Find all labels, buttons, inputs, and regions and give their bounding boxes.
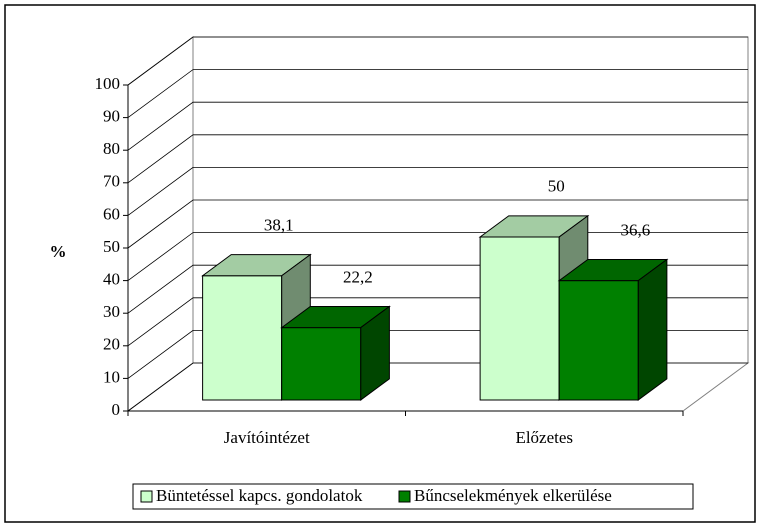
bar [280, 305, 391, 401]
data-label: 36,6 [620, 220, 650, 239]
bar [557, 258, 669, 401]
y-tick-label: 20 [103, 335, 120, 354]
bar-front [479, 236, 560, 401]
legend-label: Bűncselekmények elkerülése [414, 486, 612, 505]
bar-front [281, 327, 362, 401]
y-tick-label: 50 [103, 237, 120, 256]
bar-side [637, 258, 668, 401]
y-tick-label: 90 [103, 107, 120, 126]
legend-box [132, 483, 694, 510]
grid-line [127, 101, 748, 151]
data-label: 38,1 [264, 216, 294, 235]
bar-front [202, 275, 283, 401]
grid-line [127, 166, 748, 216]
legend-swatch [140, 490, 153, 503]
bar-front [558, 280, 639, 401]
legend-swatch [398, 490, 411, 503]
y-axis-label: % [50, 242, 67, 261]
grid-line [127, 199, 748, 249]
bar-side [360, 305, 390, 401]
y-tick-label: 60 [103, 204, 120, 223]
y-tick-label: 100 [95, 74, 121, 93]
grid-line [127, 36, 748, 86]
y-tick-label: 0 [112, 400, 121, 419]
y-tick-label: 30 [103, 302, 120, 321]
data-label: 50 [548, 177, 565, 196]
grid-line [127, 134, 748, 184]
data-label: 22,2 [343, 267, 373, 286]
x-tick-label: Előzetes [515, 428, 573, 447]
y-tick-label: 10 [103, 367, 120, 386]
grid-line [127, 69, 748, 118]
legend-label: Büntetéssel kapcs. gondolatok [156, 486, 363, 505]
y-tick-label: 70 [103, 172, 120, 191]
y-tick-label: 80 [103, 139, 120, 158]
x-tick-label: Javítóintézet [224, 428, 310, 447]
y-tick-label: 40 [103, 270, 120, 289]
